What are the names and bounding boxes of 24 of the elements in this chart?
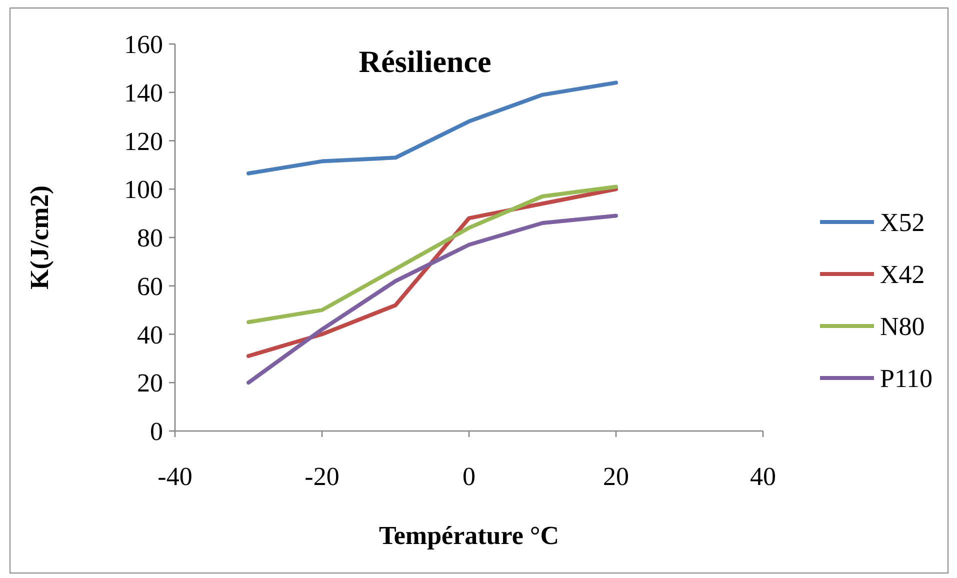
x-axis-title: Température °C <box>378 521 560 550</box>
y-tick-label: 80 <box>137 224 163 253</box>
x-tick-label: 40 <box>750 462 776 491</box>
x-tick-label: -20 <box>304 462 340 491</box>
x-tick-label: 0 <box>462 462 476 491</box>
legend-label: X52 <box>880 208 925 238</box>
legend-label: N80 <box>880 312 925 342</box>
chart-title: Résilience <box>358 44 492 79</box>
line-series <box>246 80 618 176</box>
legend-label: P110 <box>880 364 932 394</box>
y-tick-label: 160 <box>124 30 163 60</box>
y-axis-title: K(J/cm2) <box>25 186 54 290</box>
y-tick-label: 40 <box>137 320 163 350</box>
legend-label: X42 <box>880 260 925 290</box>
y-tick-label: 60 <box>137 272 163 301</box>
line-series <box>246 214 618 385</box>
x-tick-label: -40 <box>158 462 192 491</box>
y-tick-label: 20 <box>137 368 163 398</box>
y-tick-label: 120 <box>124 126 163 156</box>
y-tick-label: 0 <box>150 417 163 446</box>
x-tick-label: 20 <box>603 462 629 491</box>
y-tick-label: 100 <box>124 175 163 204</box>
line-series <box>246 184 618 324</box>
y-tick-label: 140 <box>124 78 163 108</box>
